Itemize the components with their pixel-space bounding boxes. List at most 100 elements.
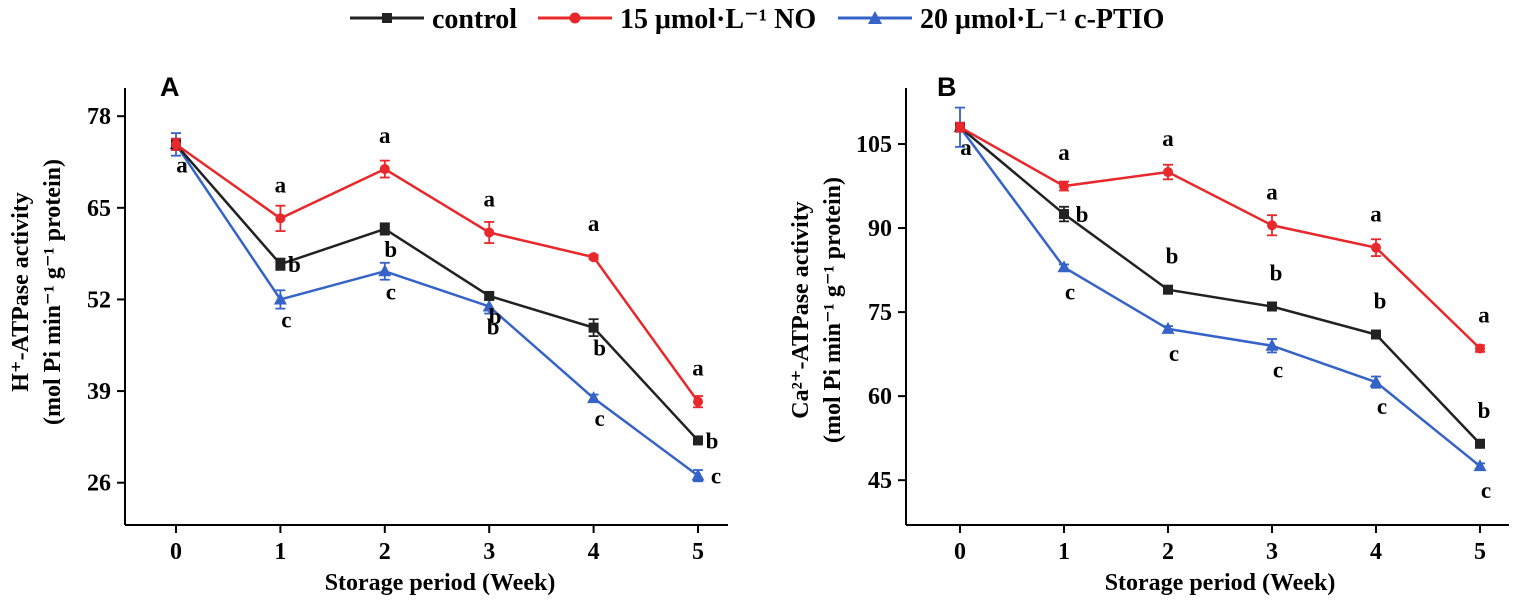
sig-letter-control: b <box>288 252 301 277</box>
sig-letter-control: b <box>1076 202 1089 227</box>
y-tick-label: 26 <box>87 471 111 497</box>
y-tick-label: 45 <box>868 468 892 494</box>
data-point-square <box>1371 329 1381 340</box>
y-tick-label: 105 <box>856 132 892 158</box>
data-point-square <box>1475 438 1485 449</box>
x-tick-label: 0 <box>954 539 966 565</box>
x-axis-label-b: Storage period (Week) <box>1105 570 1336 596</box>
sig-letter-cptio: c <box>1377 394 1387 419</box>
data-point-circle <box>1371 242 1381 253</box>
y-tick-label: 90 <box>868 216 892 242</box>
data-point-circle <box>1267 220 1277 231</box>
sig-letter-control: a <box>176 152 188 177</box>
data-point-circle <box>171 139 181 150</box>
data-point-square <box>693 435 703 446</box>
legend: control 15 μmol·L⁻¹ NO 20 μmol·L⁻¹ c-PTI… <box>350 4 1164 35</box>
series-layer-b <box>953 106 1487 472</box>
legend-marker-triangle <box>868 11 882 24</box>
data-point-circle <box>1475 343 1485 354</box>
data-point-triangle <box>378 264 392 277</box>
sig-letter-no: a <box>379 123 391 148</box>
x-tick-label: 1 <box>1058 539 1070 565</box>
legend-item-control: control <box>350 4 517 35</box>
y-axis-label-a-line2: (mol Pi min⁻¹ g⁻¹ protein) <box>40 159 66 425</box>
sig-letter-cptio: c <box>386 279 396 304</box>
series-line-no <box>175 143 700 403</box>
data-point-square <box>1267 301 1277 312</box>
data-point-triangle <box>1265 338 1279 351</box>
sig-letter-control: b <box>1478 398 1491 423</box>
sig-letter-no: a <box>1266 179 1278 204</box>
data-point-triangle <box>1057 260 1071 273</box>
data-point-square <box>588 322 599 333</box>
series-line-cptio <box>174 143 699 477</box>
sig-letter-no: a <box>692 356 704 381</box>
series-cptio <box>953 106 1487 472</box>
data-point-circle <box>379 164 390 175</box>
series-line-control <box>959 126 1481 445</box>
sig-letter-cptio: b <box>487 315 500 340</box>
data-point-triangle <box>1161 321 1175 334</box>
sig-letter-no: a <box>1478 303 1490 328</box>
series-control <box>955 121 1485 449</box>
y-ticks-b: 45 60 75 90 105 <box>856 132 906 494</box>
x-tick-label: 5 <box>1474 539 1486 565</box>
series-no <box>955 121 1485 354</box>
data-point-circle <box>275 213 286 224</box>
x-tick-label: 4 <box>588 539 600 565</box>
sig-letters-b: a b b b b b a a a a a c c c c c <box>960 126 1491 503</box>
sig-letter-control: a <box>960 135 972 160</box>
y-tick-label: 39 <box>87 379 111 405</box>
sig-letter-no: a <box>588 211 600 236</box>
sig-letter-cptio: c <box>281 307 291 332</box>
sig-letter-control: b <box>489 304 502 329</box>
y-axis-label-b-line2: (mol Pi min⁻¹ g⁻¹ protein) <box>820 177 846 443</box>
sig-letter-no: a <box>1370 202 1382 227</box>
x-tick-label: 2 <box>1162 539 1174 565</box>
x-tick-label: 3 <box>483 539 495 565</box>
data-point-triangle <box>482 299 496 312</box>
y-ticks-a: 26 39 52 65 78 <box>87 104 125 497</box>
y-axis-label-b-line1: Ca²⁺-ATPase activity <box>788 201 814 418</box>
data-point-triangle <box>587 391 601 404</box>
sig-letter-cptio: c <box>1169 341 1179 366</box>
legend-item-no: 15 μmol·L⁻¹ NO <box>538 4 816 35</box>
sig-letter-no: a <box>1162 126 1174 151</box>
x-ticks-b: 0 1 2 3 4 5 <box>954 525 1486 565</box>
sig-letter-no: a <box>1058 140 1070 165</box>
series-line-no <box>959 126 1481 350</box>
data-point-circle <box>1163 167 1173 178</box>
x-tick-label: 1 <box>274 539 286 565</box>
series-line-cptio <box>958 126 1481 468</box>
x-axis-label-a: Storage period (Week) <box>325 570 556 596</box>
sig-letter-control: b <box>706 428 719 453</box>
panel-letter-a: A <box>160 72 180 102</box>
data-point-triangle <box>1369 375 1383 388</box>
data-point-triangle <box>691 468 705 481</box>
data-point-square <box>1059 209 1069 220</box>
series-line-control <box>175 143 699 442</box>
legend-label-cptio: 20 μmol·L⁻¹ c-PTIO <box>920 4 1164 35</box>
legend-marker-circle <box>569 12 581 24</box>
legend-label-control: control <box>432 4 517 35</box>
y-tick-label: 52 <box>87 287 111 313</box>
legend-item-cptio: 20 μmol·L⁻¹ c-PTIO <box>838 4 1164 35</box>
x-ticks-a: 0 1 2 3 4 5 <box>170 525 704 565</box>
y-tick-label: 75 <box>868 300 892 326</box>
sig-letter-cptio: c <box>594 406 604 431</box>
x-tick-label: 5 <box>692 539 704 565</box>
legend-label-no: 15 μmol·L⁻¹ NO <box>620 4 816 35</box>
data-point-triangle <box>1473 459 1487 472</box>
panel-letter-b: B <box>937 72 957 102</box>
sig-letter-cptio: c <box>1273 358 1283 383</box>
sig-letter-cptio: c <box>711 464 721 489</box>
sig-letter-no: a <box>483 186 495 211</box>
x-tick-label: 0 <box>170 539 182 565</box>
y-tick-label: 78 <box>87 104 111 130</box>
legend-marker-square <box>382 13 392 23</box>
data-point-circle <box>484 227 495 238</box>
data-point-circle <box>588 252 599 263</box>
data-point-square <box>379 223 390 234</box>
